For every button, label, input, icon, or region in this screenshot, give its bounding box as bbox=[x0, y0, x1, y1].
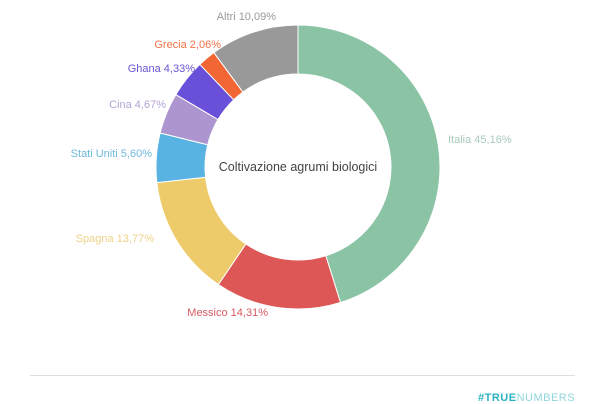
label-cina: Cina 4,67% bbox=[109, 99, 166, 111]
label-stati-uniti: Stati Uniti 5,60% bbox=[70, 148, 152, 160]
chart-title: Coltivazione agrumi biologici bbox=[218, 160, 378, 174]
slice-italia bbox=[297, 24, 441, 304]
label-altri: Altri 10,09% bbox=[216, 11, 276, 23]
slice-altri bbox=[213, 24, 299, 93]
label-grecia: Grecia 2,06% bbox=[154, 39, 221, 51]
brand-logo: #TRUENUMBERS bbox=[478, 392, 576, 404]
label-spagna: Spagna 13,77% bbox=[75, 233, 154, 245]
label-italia: Italia 45,16% bbox=[448, 134, 512, 146]
label-messico: Messico 14,31% bbox=[187, 307, 268, 319]
divider bbox=[30, 375, 575, 376]
label-ghana: Ghana 4,33% bbox=[127, 63, 195, 75]
